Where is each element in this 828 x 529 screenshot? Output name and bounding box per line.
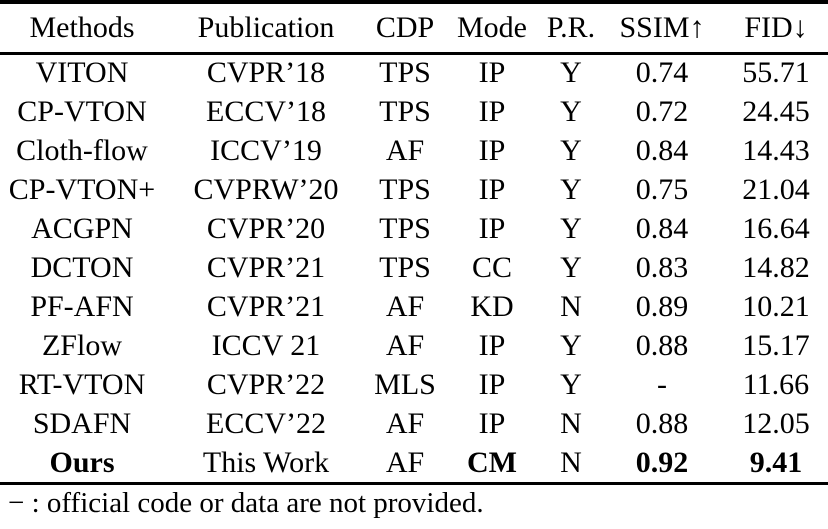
table-cell: 0.84: [635, 211, 689, 245]
table-cell: KD: [470, 289, 514, 323]
table-cell: Y: [560, 133, 582, 167]
table-cell: 0.92: [635, 445, 689, 479]
table-cell: 0.88: [635, 406, 689, 440]
column-header-mode: Mode: [457, 10, 527, 44]
table-cell: 0.84: [635, 133, 689, 167]
table-cell: CVPR’21: [206, 250, 326, 284]
table-cell: N: [560, 445, 582, 479]
table-cell: Y: [560, 211, 582, 245]
table-cell: 16.64: [742, 211, 810, 245]
table-cell: Y: [560, 367, 582, 401]
table-cell: AF: [385, 445, 425, 479]
table-cell: Y: [560, 250, 582, 284]
table-cell: CVPR’21: [206, 289, 326, 323]
table-cell: 55.71: [742, 56, 810, 90]
table-cell: MLS: [374, 367, 436, 401]
table-cell: ACGPN: [31, 211, 133, 245]
table-cell: N: [560, 406, 582, 440]
table-cell: AF: [385, 289, 425, 323]
table-cell: TPS: [379, 172, 431, 206]
table-cell: IP: [478, 56, 506, 90]
table-cell: VITON: [35, 56, 129, 90]
column-header-publication: Publication: [197, 10, 335, 44]
table-cell: IP: [478, 172, 506, 206]
column-header-pr: P.R.: [546, 10, 596, 44]
table-header-row: Methods Publication CDP Mode P.R. SSIM↑ …: [0, 2, 828, 53]
table-row-cp-vton: CP-VTON ECCV’18 TPS IP Y 0.72 24.45: [0, 92, 828, 131]
table-cell: 24.45: [742, 94, 810, 128]
table-cell: ICCV’19: [210, 133, 322, 167]
table-cell: AF: [385, 406, 425, 440]
table-cell: Ours: [49, 445, 115, 479]
table-cell: AF: [385, 328, 425, 362]
table-cell: DCTON: [30, 250, 134, 284]
table-cell: IP: [478, 211, 506, 245]
table-cell: 15.17: [742, 328, 810, 362]
table-cell: 0.72: [635, 94, 689, 128]
table-row-zflow: ZFlow ICCV 21 AF IP Y 0.88 15.17: [0, 326, 828, 365]
table-cell: IP: [478, 328, 506, 362]
table-cell: Y: [560, 94, 582, 128]
table-footnote: − : official code or data are not provid…: [0, 482, 828, 521]
table-cell: 14.82: [742, 250, 810, 284]
column-header-cdp: CDP: [375, 10, 435, 44]
results-table: Methods Publication CDP Mode P.R. SSIM↑ …: [0, 0, 828, 482]
table-cell: -: [657, 367, 667, 401]
column-header-fid: FID↓: [744, 10, 808, 44]
table-cell: CVPR’22: [206, 367, 326, 401]
table-row-rt-vton: RT-VTON CVPR’22 MLS IP Y - 11.66: [0, 365, 828, 404]
table-cell: CC: [471, 250, 513, 284]
table-cell: SDAFN: [32, 406, 132, 440]
table-cell: ECCV’18: [206, 94, 326, 128]
table-cell: N: [560, 289, 582, 323]
table-cell: 0.75: [635, 172, 689, 206]
table-cell: ECCV’22: [206, 406, 326, 440]
table-cell: IP: [478, 367, 506, 401]
table-row-viton: VITON CVPR’18 TPS IP Y 0.74 55.71: [0, 53, 828, 92]
table-row-pf-afn: PF-AFN CVPR’21 AF KD N 0.89 10.21: [0, 287, 828, 326]
table-row-sdafn: SDAFN ECCV’22 AF IP N 0.88 12.05: [0, 404, 828, 443]
table-cell: 0.83: [635, 250, 689, 284]
table-cell: CM: [467, 445, 517, 479]
table-cell: AF: [385, 133, 425, 167]
table-cell: CP-VTON: [17, 94, 147, 128]
column-header-ssim: SSIM↑: [619, 10, 705, 44]
table-cell: IP: [478, 133, 506, 167]
table-row-dcton: DCTON CVPR’21 TPS CC Y 0.83 14.82: [0, 248, 828, 287]
table-cell: PF-AFN: [30, 289, 134, 323]
table-cell: RT-VTON: [18, 367, 146, 401]
table-cell: Y: [560, 56, 582, 90]
table-row-cloth-flow: Cloth-flow ICCV’19 AF IP Y 0.84 14.43: [0, 131, 828, 170]
column-header-methods: Methods: [29, 10, 135, 44]
table-cell: 0.89: [635, 289, 689, 323]
table-cell: 0.88: [635, 328, 689, 362]
table-cell: 11.66: [742, 367, 810, 401]
table-cell: TPS: [379, 94, 431, 128]
table-cell: Y: [560, 172, 582, 206]
table-row-acgpn: ACGPN CVPR’20 TPS IP Y 0.84 16.64: [0, 209, 828, 248]
table-cell: Cloth-flow: [16, 133, 148, 167]
table-row-ours: Ours This Work AF CM N 0.92 9.41: [0, 443, 828, 482]
table-cell: CVPR’20: [206, 211, 326, 245]
table-cell: TPS: [379, 56, 431, 90]
table-cell: TPS: [379, 250, 431, 284]
table-cell: 21.04: [742, 172, 810, 206]
table-row-cp-vton-plus: CP-VTON+ CVPRW’20 TPS IP Y 0.75 21.04: [0, 170, 828, 209]
table-cell: TPS: [379, 211, 431, 245]
table-cell: ZFlow: [41, 328, 122, 362]
table-cell: 0.74: [635, 56, 689, 90]
table-cell: Y: [560, 328, 582, 362]
table-cell: CVPRW’20: [193, 172, 339, 206]
table-cell: CVPR’18: [206, 56, 326, 90]
table-cell: 14.43: [742, 133, 810, 167]
table-cell: 10.21: [742, 289, 810, 323]
table-cell: CP-VTON+: [8, 172, 156, 206]
table-cell: ICCV 21: [211, 328, 321, 362]
table-cell: This Work: [202, 445, 330, 479]
table-cell: 9.41: [749, 445, 803, 479]
table-cell: IP: [478, 406, 506, 440]
table-cell: IP: [478, 94, 506, 128]
table-cell: 12.05: [742, 406, 810, 440]
